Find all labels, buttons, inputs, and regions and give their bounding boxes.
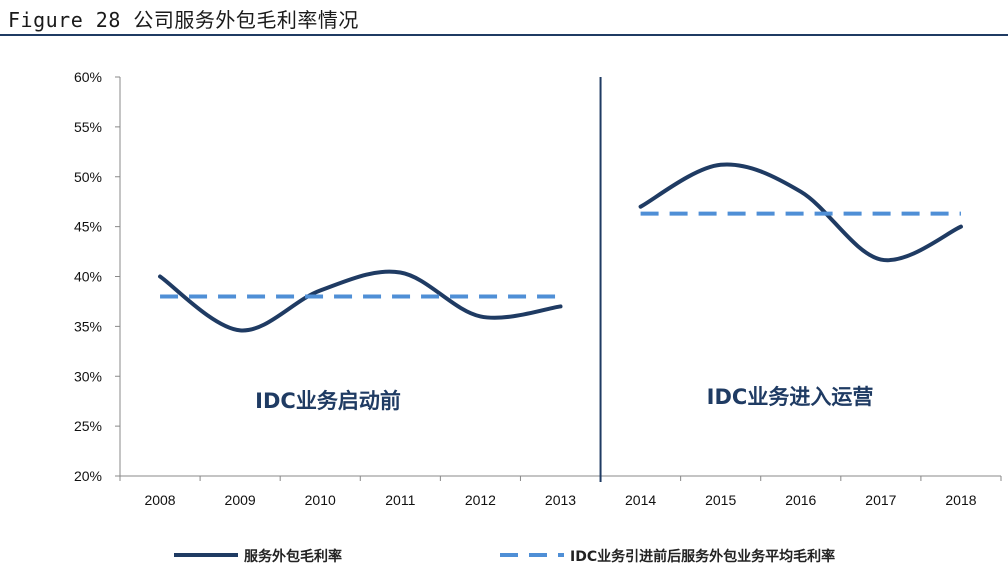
x-tick-label: 2014 bbox=[625, 492, 656, 508]
annotation-before-idc: IDC业务启动前 bbox=[255, 389, 401, 413]
y-axis-ticks: 20% 25% 30% 35% 40% 45% 50% 55% 60% bbox=[74, 69, 120, 484]
legend-label-gross-margin: 服务外包毛利率 bbox=[244, 548, 342, 565]
y-tick-label: 25% bbox=[74, 418, 102, 434]
x-tick-label: 2012 bbox=[465, 492, 496, 508]
axes bbox=[119, 77, 1001, 482]
x-tick-label: 2010 bbox=[305, 492, 336, 508]
title-underline bbox=[0, 34, 1008, 36]
x-tick-label: 2018 bbox=[945, 492, 976, 508]
series-gross-margin-line bbox=[158, 269, 563, 333]
figure-title: Figure 28 公司服务外包毛利率情况 bbox=[8, 8, 359, 32]
x-tick-label: 2008 bbox=[144, 492, 175, 508]
y-tick-label: 60% bbox=[74, 69, 102, 85]
x-axis-ticks: 2008 2009 2010 2011 2012 2013 2014 2015 2016 2017… bbox=[119, 476, 1002, 508]
legend: 服务外包毛利率 IDC业务引进前后服务外包业务平均毛利率 bbox=[174, 548, 835, 565]
x-tick-label: 2011 bbox=[385, 492, 415, 508]
x-tick-label: 2017 bbox=[865, 492, 896, 508]
y-tick-label: 35% bbox=[74, 318, 102, 334]
x-tick-label: 2015 bbox=[705, 492, 736, 508]
legend-label-average-margin: IDC业务引进前后服务外包业务平均毛利率 bbox=[570, 548, 835, 565]
y-tick-label: 50% bbox=[74, 169, 102, 185]
x-tick-label: 2016 bbox=[785, 492, 816, 508]
annotation-idc-operating: IDC业务进入运营 bbox=[707, 385, 874, 409]
y-tick-label: 45% bbox=[74, 219, 102, 235]
x-tick-label: 2013 bbox=[545, 492, 576, 508]
series-gross-margin-line bbox=[638, 162, 963, 263]
y-tick-label: 20% bbox=[74, 468, 102, 484]
y-tick-label: 40% bbox=[74, 269, 102, 285]
y-tick-label: 30% bbox=[74, 368, 102, 384]
series-lines bbox=[158, 162, 963, 333]
x-tick-label: 2009 bbox=[225, 492, 256, 508]
y-tick-label: 55% bbox=[74, 119, 102, 135]
